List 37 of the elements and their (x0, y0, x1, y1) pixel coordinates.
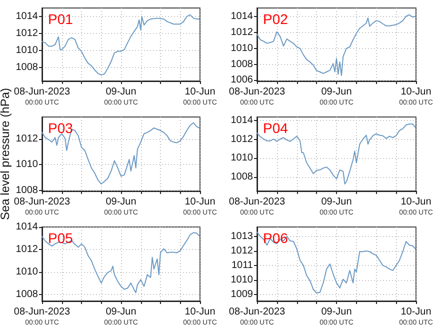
y-tick-label: 1012 (230, 134, 254, 145)
y-tick-label: 1010 (16, 159, 38, 170)
y-tick-label: 1014 (230, 115, 254, 126)
y-tick-label: 1010 (230, 274, 254, 286)
line-series (256, 124, 416, 184)
line-series (256, 232, 416, 294)
y-tick-label: 1008 (16, 62, 38, 73)
line-series (42, 122, 200, 184)
y-tick-label: 1010 (230, 152, 254, 164)
y-tick-label: 1008 (16, 184, 38, 196)
chart-title: P01 (48, 11, 74, 27)
y-tick-label: 1012 (16, 28, 38, 39)
y-tick-label: 1012 (16, 133, 38, 144)
y-tick-label: 1012 (16, 244, 38, 255)
chart-title: P04 (263, 120, 288, 136)
y-tick-label: 1011 (231, 260, 254, 271)
y-tick-label: 1009 (230, 288, 254, 300)
y-tick-label: 1006 (230, 74, 254, 86)
y-tick-label: 1012 (230, 27, 254, 38)
y-tick-label: 1014 (230, 11, 254, 22)
chart-title: P02 (263, 11, 288, 27)
y-tick-label: 1014 (16, 10, 38, 22)
y-tick-label: 1013 (230, 230, 254, 242)
y-tick-label: 1012 (230, 245, 254, 256)
y-tick-label: 1008 (230, 171, 254, 182)
chart-title: P03 (48, 120, 74, 136)
line-series (42, 232, 200, 294)
chart-title: P05 (48, 230, 74, 246)
line-series (256, 14, 416, 76)
y-tick-label: 1010 (230, 42, 254, 54)
y-tick-label: 1014 (16, 222, 38, 232)
y-tick-label: 1010 (16, 44, 38, 56)
line-series (42, 14, 200, 76)
y-tick-label: 1008 (16, 288, 38, 300)
y-tick-label: 1008 (230, 58, 254, 70)
y-tick-label: 1010 (16, 266, 38, 278)
y-axis-title: Sea level pressure (hPa) (0, 88, 12, 220)
